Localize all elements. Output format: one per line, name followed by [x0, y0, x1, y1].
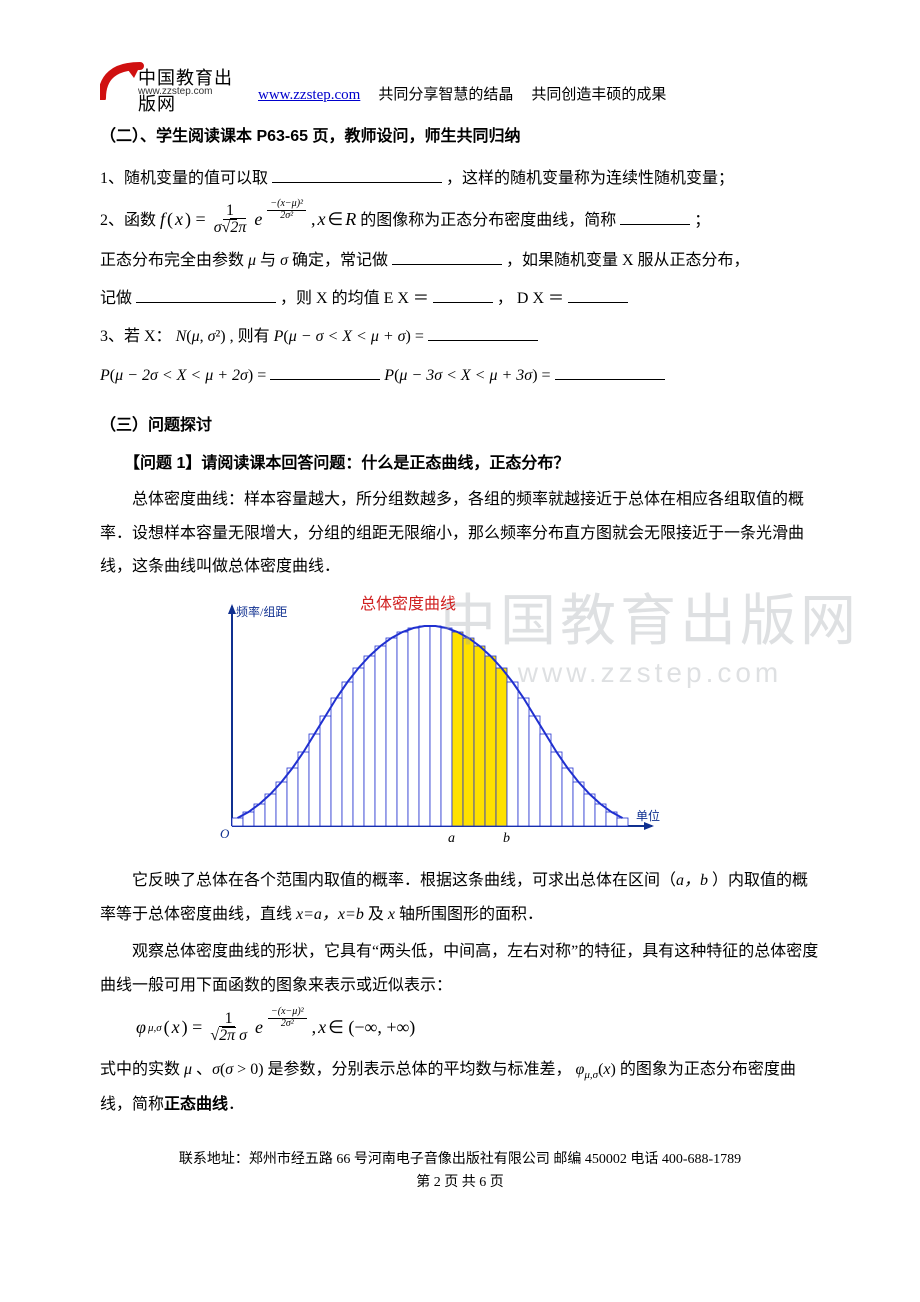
fill-blank-2: 2、函数 f(x) = 1σ√2π e −(x−μ)²2σ² , x ∈ R 的… [100, 198, 820, 241]
text: 2、函数 [100, 212, 156, 229]
chart-svg: O 频率/组距单位 a b [210, 596, 670, 856]
blank-field [272, 164, 442, 183]
svg-text:单位: 单位 [636, 808, 660, 823]
text: 3、若 X： [100, 328, 172, 345]
text: ，如果随机变量 X 服从正态分布， [506, 252, 750, 269]
blank-field [433, 284, 493, 303]
site-logo: 中国教育出版网 www.zzstep.com [100, 60, 240, 104]
page-footer: 联系地址：郑州市经五路 66 号河南电子音像出版社有限公司 邮编 450002 … [100, 1149, 820, 1194]
text: ，这样的随机变量称为连续性随机变量； [446, 170, 734, 187]
fill-blank-5: 3、若 X： N(μ, σ²) , 则有 P(μ − σ < X < μ + σ… [100, 318, 820, 356]
text: , 则有 [230, 328, 274, 345]
page: 中国教育出版网 www.zzstep.com www.zzstep.com 共同… [0, 0, 920, 1234]
section-3-title: （三）问题探讨 [100, 411, 820, 435]
paragraph-4: 式中的实数 μ 、σ(σ > 0) 是参数，分别表示总体的平均数与标准差， φμ… [100, 1053, 820, 1121]
paragraph-3: 观察总体密度曲线的形状，它具有“两头低，中间高，左右对称”的特征，具有这种特征的… [100, 935, 820, 1002]
text: 及 [368, 906, 388, 923]
blank-field [428, 323, 538, 342]
blank-field [620, 207, 690, 226]
section-2-title: （二）、学生阅读课本 P63-65 页，教师设问，师生共同归纳 [100, 122, 820, 146]
text: ． [228, 1096, 244, 1113]
text: 1、随机变量的值可以取 [100, 170, 268, 187]
text: 它反映了总体在各个范围内取值的概率．根据这条曲线，可求出总体在区间（ [132, 872, 676, 889]
blank-field [270, 361, 380, 380]
text: x=a，x=b [296, 906, 364, 923]
blank-field [568, 284, 628, 303]
logo-sub-url: www.zzstep.com [138, 86, 212, 97]
blank-field [392, 246, 502, 265]
text: ，则 X 的均值 E X ＝ [280, 290, 429, 307]
svg-text:频率/组距: 频率/组距 [236, 604, 287, 619]
header-slogan-2: 共同创造丰硕的成果 [531, 83, 666, 104]
formula-phi: φμ,σ(x) = 1√2π σ e −(x−μ)²2σ² , x ∈ (−∞,… [136, 1006, 820, 1049]
text: ； [694, 212, 710, 229]
fill-blank-1: 1、随机变量的值可以取 ，这样的随机变量称为连续性随机变量； [100, 160, 820, 198]
svg-text:a: a [448, 831, 455, 846]
fill-blank-6: P(μ − 2σ < X < μ + 2σ) = P(μ − 3σ < X < … [100, 357, 820, 395]
page-header: 中国教育出版网 www.zzstep.com www.zzstep.com 共同… [100, 60, 820, 104]
paragraph-1: 总体密度曲线：样本容量越大，所分组数越多，各组的频率就越接近于总体在相应各组取值… [100, 483, 820, 584]
normal-pdf-formula: f(x) = 1σ√2π e −(x−μ)²2σ² , x ∈ R [160, 198, 356, 241]
text: 的图像称为正态分布密度曲线，简称 [360, 212, 616, 229]
text: ， D X ＝ [497, 290, 564, 307]
footer-page-number: 第 2 页 共 6 页 [100, 1172, 820, 1194]
footer-address: 联系地址：郑州市经五路 66 号河南电子音像出版社有限公司 邮编 450002 … [100, 1149, 820, 1171]
svg-text:O: O [220, 826, 230, 841]
header-slogan-1: 共同分享智慧的结晶 [378, 83, 513, 104]
text: 轴所围图形的面积． [395, 906, 543, 923]
text: a，b [676, 872, 708, 889]
svg-text:b: b [503, 831, 510, 846]
header-url-link[interactable]: www.zzstep.com [258, 87, 360, 104]
text: 记做 [100, 290, 132, 307]
bold-term: 正态曲线 [164, 1096, 228, 1113]
fill-blank-4: 记做 ，则 X 的均值 E X ＝ ， D X ＝ [100, 280, 820, 318]
chart-title: 总体密度曲线 [360, 590, 456, 614]
blank-field [555, 361, 665, 380]
density-histogram-chart: 中国教育出版网 www.zzstep.com 总体密度曲线 O频率/组距单位ab [210, 596, 670, 856]
paragraph-2: 它反映了总体在各个范围内取值的概率．根据这条曲线，可求出总体在区间（a，b ）内… [100, 864, 820, 931]
fill-blank-3: 正态分布完全由参数 μ 与 σ 确定，常记做 ，如果随机变量 X 服从正态分布， [100, 242, 820, 280]
question-1: 【问题 1】请阅读课本回答问题：什么是正态曲线，正态分布？ [124, 449, 820, 473]
blank-field [136, 284, 276, 303]
